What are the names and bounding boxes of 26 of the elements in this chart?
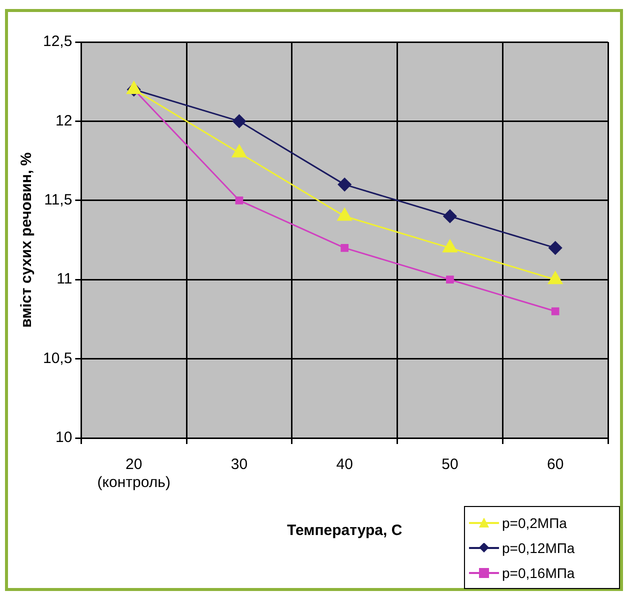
y-tick-label: 12 [56, 112, 72, 130]
y-tick-label: 11 [56, 270, 72, 288]
x-tick-label: 20 (контроль) [97, 456, 170, 492]
point [232, 144, 246, 158]
point [232, 114, 246, 128]
point [446, 276, 454, 284]
point [338, 178, 352, 192]
y-tick-label: 10 [56, 429, 72, 446]
legend-label: p=0,12МПа [502, 540, 575, 556]
x-axis-title: Температура, С [287, 522, 402, 540]
point [126, 81, 142, 94]
x-tick-label: 30 [230, 456, 248, 474]
x-tick-label: 50 [442, 456, 458, 474]
point [443, 209, 457, 223]
point [340, 244, 349, 252]
y-tick-label: 11,5 [44, 192, 72, 209]
y-axis-title: вміст сухих речовин, % [18, 152, 36, 328]
point [548, 241, 562, 255]
x-tick-label: 40 [336, 456, 353, 474]
legend-label: p=0,2МПа [502, 514, 567, 530]
point [551, 307, 560, 316]
legend-label: p=0,16МПа [502, 564, 575, 580]
x-tick-label: 60 [546, 456, 564, 474]
y-tick-label: 10,5 [42, 350, 72, 367]
point [235, 196, 244, 204]
y-tick-label: 12,5 [42, 33, 72, 50]
